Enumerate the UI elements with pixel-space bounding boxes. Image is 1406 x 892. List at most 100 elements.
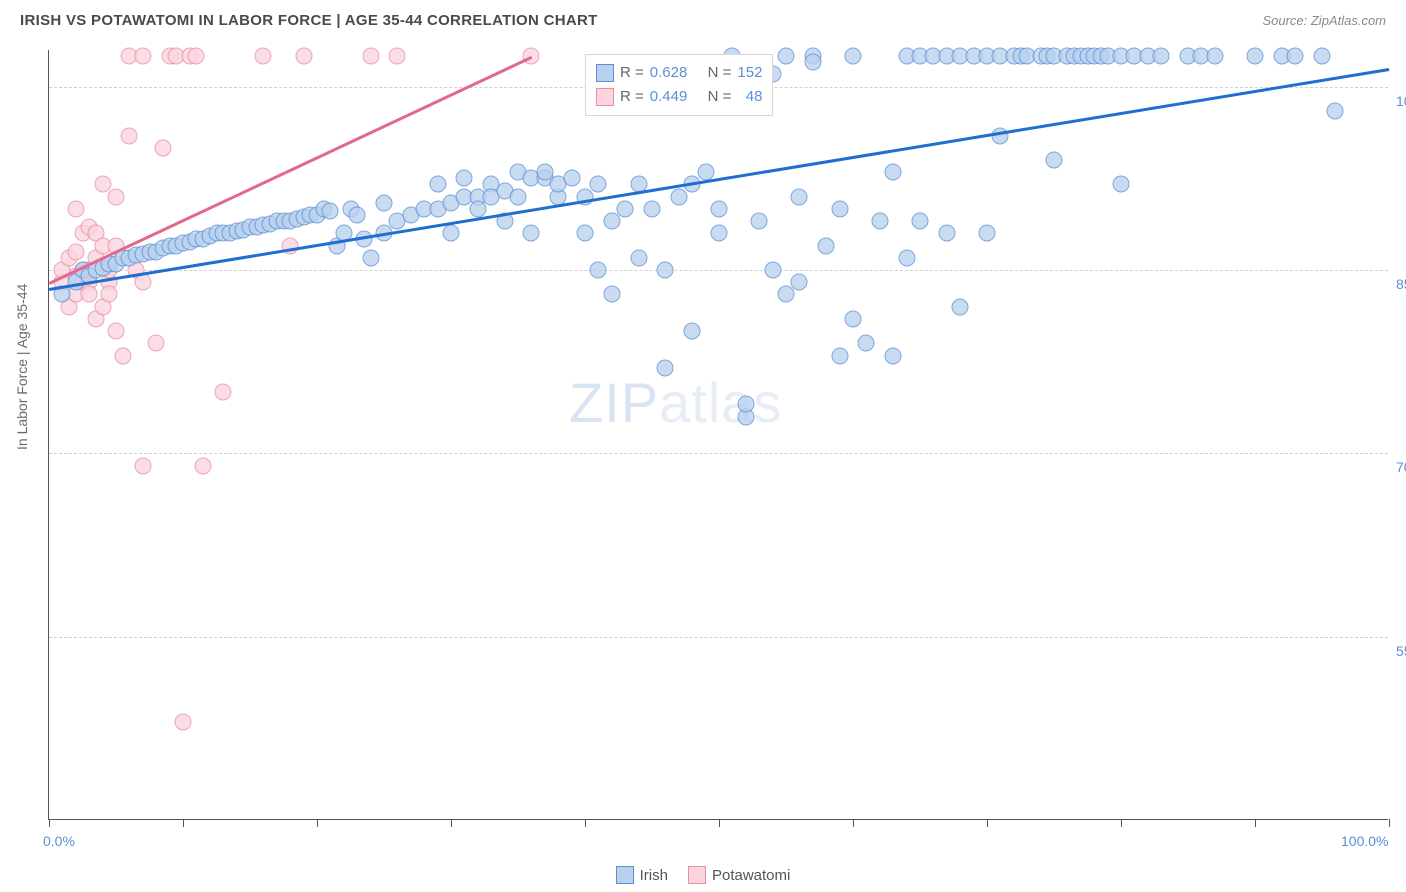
point-irish	[523, 225, 540, 242]
point-irish	[751, 213, 768, 230]
stats-row-potawatomi: R = 0.449 N = 48	[596, 85, 762, 109]
point-irish	[1327, 103, 1344, 120]
stats-row-irish: R = 0.628 N = 152	[596, 61, 762, 85]
point-irish	[443, 225, 460, 242]
point-irish	[858, 335, 875, 352]
x-tick-label: 100.0%	[1341, 833, 1388, 849]
stats-legend: R = 0.628 N = 152R = 0.449 N = 48	[585, 54, 773, 116]
point-potawatomi	[67, 200, 84, 217]
point-irish	[670, 188, 687, 205]
point-irish	[938, 225, 955, 242]
point-potawatomi	[108, 323, 125, 340]
swatch-irish	[616, 866, 634, 884]
point-potawatomi	[188, 48, 205, 65]
point-irish	[630, 249, 647, 266]
swatch-potawatomi	[688, 866, 706, 884]
point-irish	[684, 323, 701, 340]
y-tick-label: 85.0%	[1396, 276, 1406, 292]
point-irish	[885, 347, 902, 364]
legend-label-potawatomi: Potawatomi	[712, 867, 790, 884]
point-irish	[711, 200, 728, 217]
gridline	[49, 453, 1388, 454]
y-tick-label: 100.0%	[1396, 93, 1406, 109]
point-irish	[845, 48, 862, 65]
point-irish	[818, 237, 835, 254]
point-irish	[952, 298, 969, 315]
point-irish	[764, 262, 781, 279]
legend-bottom: Irish Potawatomi	[0, 866, 1406, 884]
stat-r-potawatomi: 0.449	[650, 85, 688, 109]
point-potawatomi	[255, 48, 272, 65]
x-tick	[987, 819, 988, 827]
x-tick	[1121, 819, 1122, 827]
x-tick	[49, 819, 50, 827]
point-irish	[657, 262, 674, 279]
point-irish	[617, 200, 634, 217]
point-potawatomi	[195, 457, 212, 474]
point-irish	[831, 200, 848, 217]
point-irish	[362, 249, 379, 266]
point-potawatomi	[67, 243, 84, 260]
point-potawatomi	[134, 48, 151, 65]
point-irish	[778, 286, 795, 303]
chart-title: IRISH VS POTAWATOMI IN LABOR FORCE | AGE…	[20, 12, 598, 29]
point-potawatomi	[523, 48, 540, 65]
x-tick	[1255, 819, 1256, 827]
point-irish	[711, 225, 728, 242]
point-potawatomi	[134, 457, 151, 474]
point-potawatomi	[389, 48, 406, 65]
source-label: Source: ZipAtlas.com	[1262, 13, 1386, 28]
point-irish	[871, 213, 888, 230]
point-irish	[885, 164, 902, 181]
point-irish	[791, 188, 808, 205]
x-tick	[317, 819, 318, 827]
stat-r-irish: 0.628	[650, 61, 688, 85]
point-irish	[657, 359, 674, 376]
x-tick	[719, 819, 720, 827]
point-potawatomi	[114, 347, 131, 364]
point-irish	[603, 213, 620, 230]
stat-n-irish: 152	[737, 61, 762, 85]
point-potawatomi	[295, 48, 312, 65]
x-tick	[1389, 819, 1390, 827]
point-irish	[979, 225, 996, 242]
chart-plot-area: ZIPatlas 55.0%70.0%85.0%100.0%0.0%100.0%…	[48, 50, 1388, 820]
point-irish	[563, 170, 580, 187]
x-tick	[451, 819, 452, 827]
point-irish	[1247, 48, 1264, 65]
legend-item-potawatomi: Potawatomi	[688, 866, 790, 884]
point-irish	[590, 176, 607, 193]
point-irish	[992, 127, 1009, 144]
swatch-potawatomi-stats	[596, 88, 614, 106]
stat-n-potawatomi: 48	[737, 85, 762, 109]
watermark-zip: ZIP	[569, 371, 659, 434]
point-irish	[376, 194, 393, 211]
point-irish	[577, 225, 594, 242]
point-potawatomi	[101, 286, 118, 303]
point-potawatomi	[215, 384, 232, 401]
point-potawatomi	[148, 335, 165, 352]
x-tick	[183, 819, 184, 827]
point-irish	[456, 170, 473, 187]
gridline	[49, 270, 1388, 271]
point-irish	[644, 200, 661, 217]
point-irish	[1206, 48, 1223, 65]
point-irish	[1314, 48, 1331, 65]
point-irish	[898, 249, 915, 266]
point-irish	[912, 213, 929, 230]
point-irish	[1046, 152, 1063, 169]
point-potawatomi	[121, 127, 138, 144]
x-tick	[585, 819, 586, 827]
x-tick-label: 0.0%	[43, 833, 75, 849]
y-tick-label: 70.0%	[1396, 459, 1406, 475]
point-irish	[1113, 176, 1130, 193]
point-irish	[778, 48, 795, 65]
legend-item-irish: Irish	[616, 866, 668, 884]
point-irish	[1287, 48, 1304, 65]
point-irish	[349, 207, 366, 224]
gridline	[49, 637, 1388, 638]
point-irish	[603, 286, 620, 303]
y-tick-label: 55.0%	[1396, 643, 1406, 659]
point-irish	[429, 176, 446, 193]
point-irish	[845, 310, 862, 327]
